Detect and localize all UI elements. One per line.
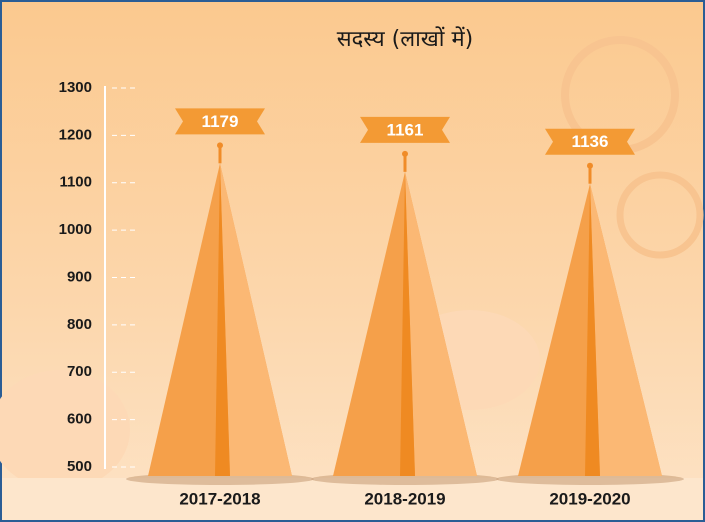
y-tick-label: 1000 xyxy=(59,221,92,238)
cone-tip xyxy=(217,142,223,149)
cone-shade xyxy=(400,171,415,476)
value-label: 1161 xyxy=(387,120,424,139)
cone-shade xyxy=(590,183,662,476)
y-tick-label: 1200 xyxy=(59,126,92,143)
y-tick-label: 700 xyxy=(67,363,92,380)
cone-shade xyxy=(585,183,600,476)
y-tick-label: 1300 xyxy=(59,79,92,96)
cone-shade xyxy=(405,171,477,476)
x-tick-label: 2017-2018 xyxy=(179,489,260,508)
y-tick-label: 900 xyxy=(67,268,92,285)
gear-decoration xyxy=(616,171,704,259)
y-tick-label: 500 xyxy=(67,458,92,475)
value-ribbon xyxy=(545,128,635,155)
floor xyxy=(2,478,703,520)
chart-title: सदस्य (लाखों में) xyxy=(337,26,474,52)
y-tick-label: 800 xyxy=(67,316,92,333)
cloud-decoration xyxy=(0,370,130,490)
cone-shade xyxy=(215,163,230,477)
value-ribbon xyxy=(360,116,450,143)
value-label: 1136 xyxy=(572,132,609,151)
value-label: 1179 xyxy=(202,112,239,131)
x-tick-label: 2019-2020 xyxy=(549,489,630,508)
y-tick-label: 1100 xyxy=(59,174,92,191)
value-ribbon xyxy=(175,108,265,135)
cone-tip xyxy=(587,162,593,169)
cone-tip xyxy=(402,150,408,157)
x-tick-label: 2018-2019 xyxy=(364,489,445,508)
y-tick-label: 600 xyxy=(67,411,92,428)
cone-shade xyxy=(220,163,292,477)
